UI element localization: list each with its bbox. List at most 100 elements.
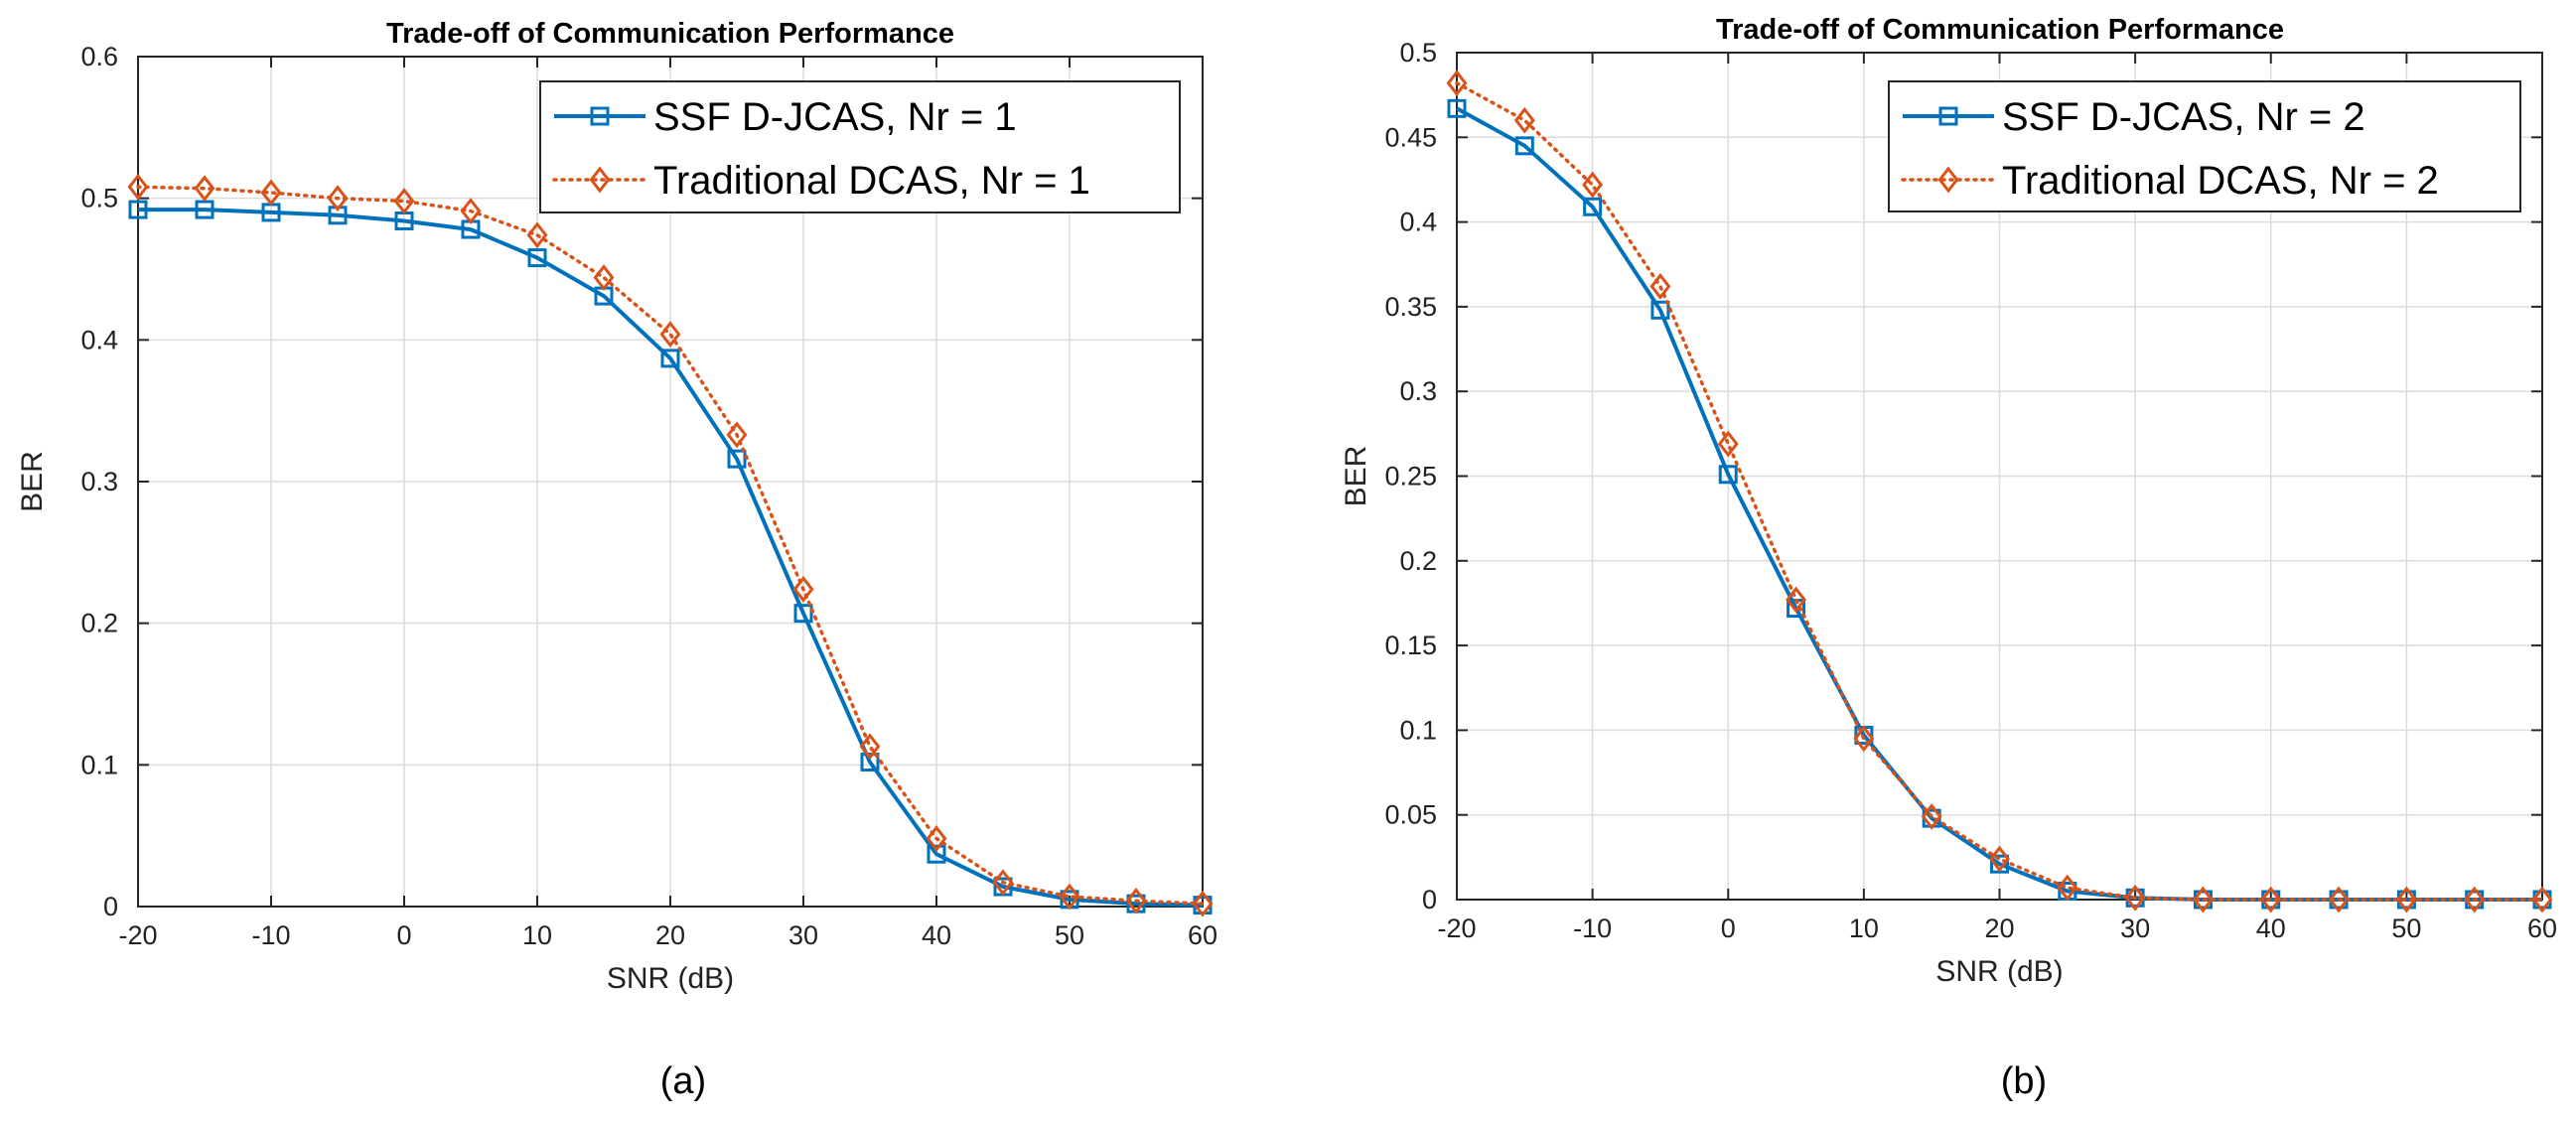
data-point-diamond (393, 188, 415, 214)
data-point-square (927, 844, 946, 864)
legend-entry-label: Traditional DCAS, Nr = 2 (2002, 159, 2439, 203)
x-tick-label: 20 (655, 920, 685, 950)
data-point-diamond (526, 221, 548, 249)
chart-title: Trade-off of Communication Performance (1716, 14, 2284, 46)
legend-entry-label: SSF D-JCAS, Nr = 2 (2002, 95, 2365, 139)
series-line (136, 185, 1205, 906)
y-tick-label: 0 (1422, 885, 1437, 914)
data-point-diamond (1192, 890, 1214, 917)
data-point-diamond (593, 264, 615, 291)
data-point-diamond (2192, 886, 2214, 913)
data-point-diamond (2328, 886, 2350, 913)
ticks: -20 -10 0 10 20 30 40 50 60 0 0.1 0.2 0.3 0.4 0.5 0.6 (80, 42, 1217, 950)
x-tick-label: 50 (2391, 913, 2421, 943)
legend-entry-label: Traditional DCAS, Nr = 1 (653, 159, 1090, 203)
x-tick-label: 10 (1849, 913, 1879, 943)
y-axis-label: BER (16, 451, 49, 512)
y-tick-label: 0.2 (1399, 546, 1437, 576)
data-point-square (660, 349, 680, 368)
legend: SSF D-JCAS, Nr = 2 Traditional DCAS, Nr =… (1888, 80, 2521, 212)
data-point-diamond (194, 175, 215, 203)
x-tick-label: 20 (1984, 913, 2014, 943)
y-tick-label: 0.35 (1384, 292, 1437, 322)
data-point-square (1650, 300, 1670, 320)
data-point-diamond (2464, 886, 2486, 913)
data-point-square (128, 200, 148, 219)
y-tick-label: 0.3 (1399, 376, 1437, 406)
series-line (1455, 80, 2544, 902)
y-tick-label: 0.5 (1399, 38, 1437, 68)
x-tick-label: 40 (922, 920, 951, 950)
y-tick-label: 0.1 (1399, 715, 1437, 745)
legend: SSF D-JCAS, Nr = 1 Traditional DCAS, Nr =… (539, 80, 1181, 213)
data-point-diamond (1059, 883, 1080, 911)
data-point-diamond (2395, 886, 2417, 913)
data-point-square (860, 752, 880, 771)
legend-box (1888, 80, 2521, 212)
x-tick-label: -20 (118, 920, 157, 950)
series-line (138, 208, 1204, 908)
x-tick-label: 40 (2256, 913, 2286, 943)
data-point-diamond (659, 321, 681, 349)
y-axis-label: BER (1340, 446, 1372, 507)
data-point-square (793, 604, 813, 624)
chart-panel-b: -20 -10 0 10 20 30 40 50 60 0 0.05 0.1 0.15 0.2 0.25 0.… (1340, 14, 2557, 1102)
data-point-diamond (260, 179, 282, 207)
legend-marker-square (1938, 106, 1958, 126)
data-point-diamond (992, 869, 1014, 897)
x-tick-label: 10 (522, 920, 552, 950)
data-point-diamond (2124, 884, 2146, 912)
data-point-diamond (1786, 586, 1807, 614)
legend-entry-label: SSF D-JCAS, Nr = 1 (653, 95, 1017, 139)
series-traditional-dcas (127, 173, 1214, 917)
ticks: -20 -10 0 10 20 30 40 50 60 0 0.05 0.1 0.15 0.2 0.25 0.… (1384, 38, 2557, 943)
x-tick-label: -20 (1437, 913, 1476, 943)
legend-marker-diamond (1937, 166, 1959, 194)
panel-caption: (b) (2001, 1060, 2047, 1102)
data-point-diamond (127, 173, 149, 201)
y-tick-label: 0.1 (80, 750, 118, 779)
y-tick-label: 0.5 (80, 184, 118, 213)
data-point-diamond (1649, 272, 1671, 300)
x-tick-label: -10 (251, 920, 290, 950)
data-point-diamond (1989, 845, 2010, 873)
data-point-square (727, 449, 747, 469)
y-tick-label: 0.05 (1384, 800, 1437, 830)
series-traditional-dcas (1446, 70, 2553, 913)
data-point-diamond (1582, 171, 1604, 199)
data-point-square (1514, 136, 1534, 156)
data-point-diamond (327, 185, 349, 212)
data-point-diamond (926, 825, 947, 852)
x-axis-label: SNR (dB) (607, 962, 734, 995)
x-axis-label: SNR (dB) (1935, 955, 2063, 988)
legend-box (539, 80, 1181, 213)
data-point-diamond (1513, 106, 1535, 134)
data-point-diamond (1853, 725, 1875, 753)
x-tick-label: 60 (2527, 913, 2557, 943)
legend-marker-diamond (589, 166, 611, 194)
data-point-diamond (1717, 430, 1739, 458)
y-tick-label: 0 (103, 892, 118, 921)
data-point-square (1447, 98, 1467, 118)
chart-panel-a: -20 -10 0 10 20 30 40 50 60 0 0.1 0.2 0.3 0.4 0.5 0.6 Tr… (16, 18, 1217, 1102)
y-tick-label: 0.3 (80, 467, 118, 496)
data-point-diamond (1446, 70, 1468, 97)
data-point-diamond (726, 421, 748, 449)
x-tick-label: 50 (1055, 920, 1084, 950)
panel-caption: (a) (660, 1060, 706, 1102)
x-tick-label: 30 (788, 920, 818, 950)
data-point-square (1718, 465, 1738, 485)
x-tick-label: 30 (2120, 913, 2150, 943)
y-tick-label: 0.25 (1384, 462, 1437, 491)
data-point-diamond (460, 198, 482, 224)
x-tick-label: -10 (1573, 913, 1612, 943)
data-point-square (527, 248, 547, 268)
y-tick-label: 0.4 (1399, 208, 1437, 237)
x-tick-label: 0 (1721, 913, 1736, 943)
x-tick-label: 0 (396, 920, 411, 950)
y-tick-label: 0.6 (80, 42, 118, 71)
y-tick-label: 0.4 (80, 325, 118, 354)
y-tick-label: 0.15 (1384, 631, 1437, 660)
y-tick-label: 0.2 (80, 609, 118, 638)
